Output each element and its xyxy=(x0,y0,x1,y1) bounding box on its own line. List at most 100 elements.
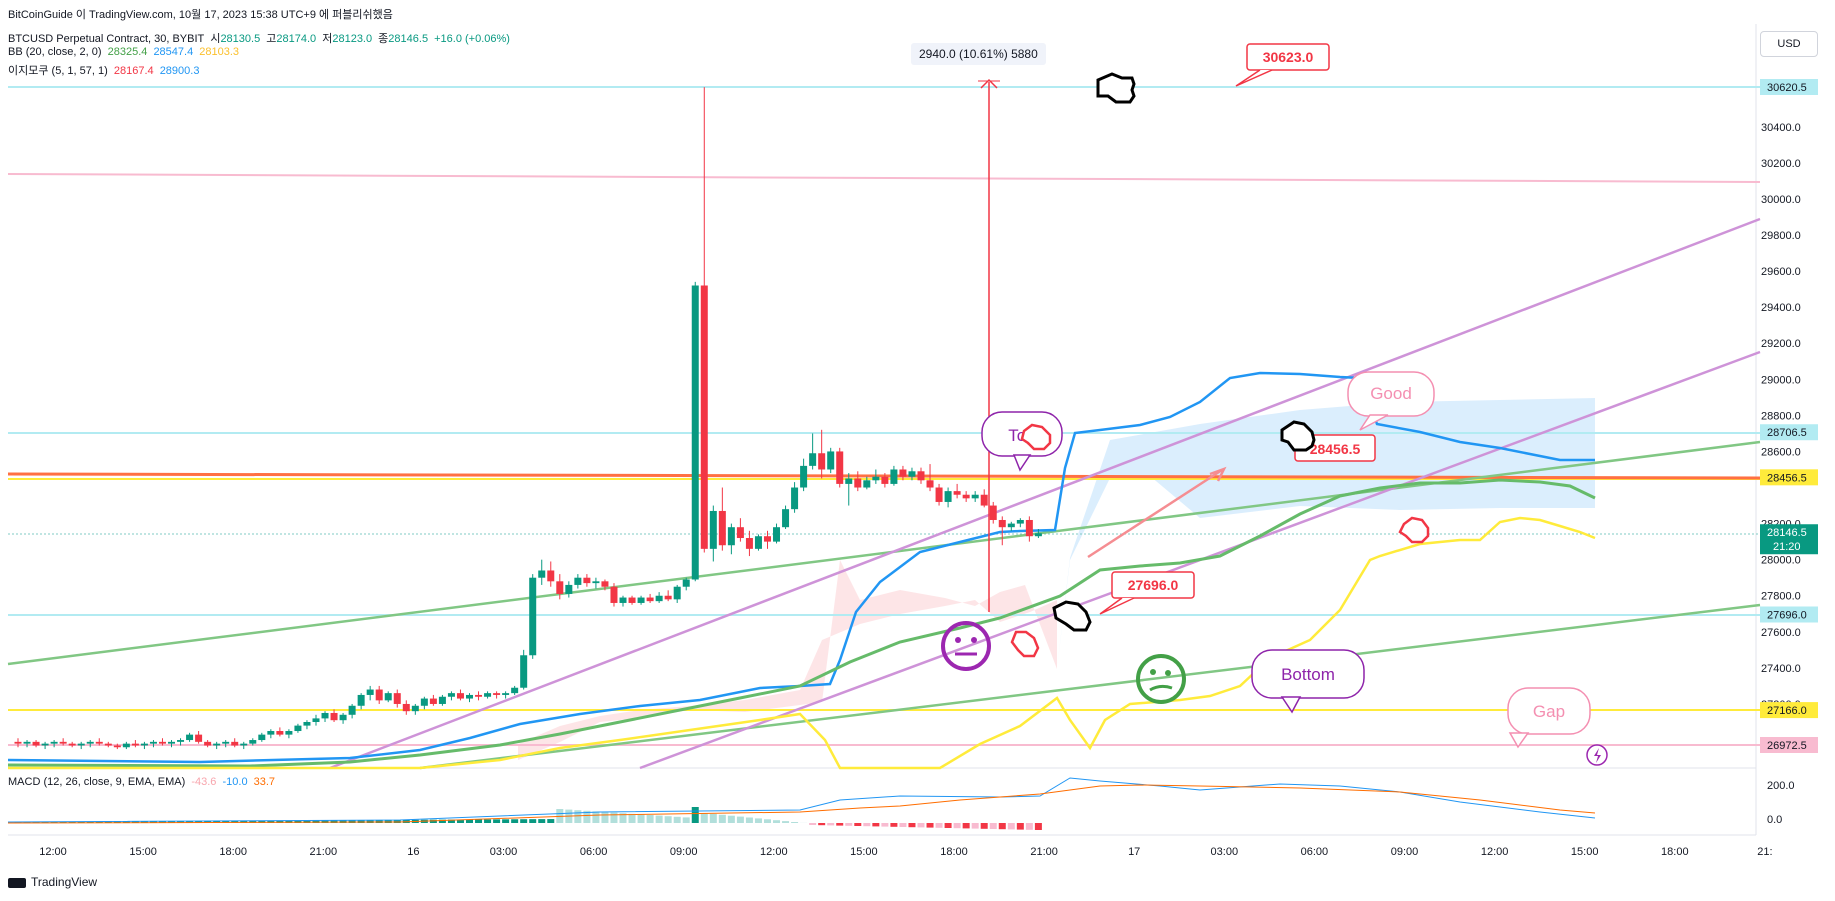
macd-bar xyxy=(944,823,952,828)
price-tag-text: 26972.5 xyxy=(1767,740,1807,752)
macd-bar xyxy=(998,823,1006,830)
macd-hist-value: -43.6 xyxy=(191,776,217,788)
price-tick: 30400.0 xyxy=(1761,122,1801,134)
price-tag xyxy=(1760,737,1818,753)
trendline-green-upper[interactable] xyxy=(7,440,1761,666)
price-tag xyxy=(1760,424,1818,441)
pointing-hand-icon-top xyxy=(1096,72,1136,104)
macd-bar xyxy=(673,816,681,823)
candle-body xyxy=(718,510,726,546)
macd-bar xyxy=(429,819,437,823)
candle-body xyxy=(890,469,898,484)
price-tag xyxy=(1760,79,1818,95)
time-axis[interactable]: 12:00 15:00 18:00 21:00 16 03:00 06:00 09:00 12:… xyxy=(39,846,1772,858)
candle-body xyxy=(303,722,311,726)
candle-body xyxy=(204,741,212,746)
macd-bar xyxy=(908,823,916,828)
candle-body xyxy=(41,743,49,746)
ichimoku-a-value: 28167.4 xyxy=(113,65,154,77)
candle-body xyxy=(222,741,230,744)
candle-body xyxy=(872,476,880,481)
trendline-green-lower[interactable] xyxy=(419,603,1761,770)
level-30090[interactable] xyxy=(7,173,1761,183)
macd-bar xyxy=(917,823,925,828)
macd-bar xyxy=(140,821,148,823)
macd-bar xyxy=(854,823,862,826)
time-tick: 06:00 xyxy=(1301,846,1329,858)
price-tag-text: 28706.5 xyxy=(1767,427,1807,439)
currency-button[interactable]: USD xyxy=(1760,31,1818,57)
bb-label[interactable]: BB (20, close, 2, 0) xyxy=(8,46,102,58)
rise-arrow-head xyxy=(1209,466,1227,482)
macd-bar xyxy=(538,819,546,823)
time-tick: 15:00 xyxy=(850,846,878,858)
symbol-label[interactable]: BTCUSD Perpetual Contract, 30, BYBIT xyxy=(8,33,205,45)
close-value: 28146.5 xyxy=(388,33,429,45)
callout-28456-text: 28456.5 xyxy=(1310,441,1361,457)
price-tick: 28800.0 xyxy=(1761,410,1801,422)
time-tick: 17 xyxy=(1128,846,1140,858)
macd-bar xyxy=(529,819,537,823)
bubble-good[interactable]: Good xyxy=(1347,371,1435,431)
candle-body xyxy=(908,471,916,477)
price-tick: 30000.0 xyxy=(1761,194,1801,206)
candle-body xyxy=(484,693,492,697)
open-label: 시 xyxy=(210,33,221,45)
candle-body xyxy=(402,703,410,712)
level-28456-orange[interactable] xyxy=(7,472,1761,480)
candle-body xyxy=(186,734,194,741)
publish-banner: BitCoinGuide 이 TradingView.com, 10월 17, … xyxy=(8,6,396,22)
candles-group xyxy=(14,87,1042,750)
price-axis[interactable]: 30400.0 30200.0 30000.0 29800.0 29600.0 29400… xyxy=(1760,79,1818,826)
time-tick: 09:00 xyxy=(670,846,698,858)
macd-bar xyxy=(763,819,771,823)
bubble-bottom[interactable]: Bottom xyxy=(1251,649,1365,714)
ichimoku-cloud-blue xyxy=(1057,398,1595,669)
macd-bar xyxy=(447,819,455,823)
price-tick: 28000.0 xyxy=(1761,555,1801,567)
candle-body xyxy=(547,570,555,582)
channel-purple-upper[interactable] xyxy=(329,217,1761,770)
footer-brand[interactable]: TradingView xyxy=(8,875,97,889)
candle-body xyxy=(845,478,853,484)
macd-bar xyxy=(158,821,166,823)
ichimoku-label[interactable]: 이지모쿠 (5, 1, 57, 1) xyxy=(8,65,108,77)
candle-body xyxy=(50,741,58,744)
candle-body xyxy=(763,536,771,542)
time-tick: 12:00 xyxy=(39,846,67,858)
price-tag xyxy=(1760,469,1818,486)
lightning-icon[interactable] xyxy=(1586,744,1608,766)
macd-bar xyxy=(339,820,347,823)
macd-bar xyxy=(610,812,618,823)
candle-body xyxy=(773,527,781,542)
candle-body xyxy=(249,740,257,744)
candle-body xyxy=(601,581,609,587)
macd-bar xyxy=(438,819,446,823)
candle-body xyxy=(502,693,510,695)
candle-body xyxy=(231,741,239,746)
macd-bar xyxy=(321,820,329,823)
callout-30623[interactable]: 30623.0 xyxy=(1235,43,1330,87)
callout-27696[interactable]: 27696.0 xyxy=(1099,571,1195,615)
macd-bar xyxy=(213,820,221,823)
macd-bar xyxy=(727,815,735,823)
macd-bar xyxy=(718,814,726,823)
macd-label[interactable]: MACD (12, 26, close, 9, EMA, EMA) xyxy=(8,776,186,788)
candle-body xyxy=(68,743,76,746)
bubble-gap[interactable]: Gap xyxy=(1507,687,1591,749)
candle-body xyxy=(736,527,744,539)
price-tick: 28600.0 xyxy=(1761,446,1801,458)
candle-body xyxy=(637,597,645,603)
macd-bar xyxy=(177,821,185,823)
measure-arrow-head xyxy=(980,78,998,89)
macd-bar xyxy=(493,819,501,823)
bb-lower-value: 28103.3 xyxy=(199,46,240,58)
candle-body xyxy=(809,453,817,466)
candle-body xyxy=(700,285,708,549)
candle-body xyxy=(447,693,455,697)
macd-bar xyxy=(863,823,871,827)
candle-body xyxy=(971,494,979,499)
current-price-tag xyxy=(1760,524,1818,555)
bb-basis-line xyxy=(7,478,1596,768)
